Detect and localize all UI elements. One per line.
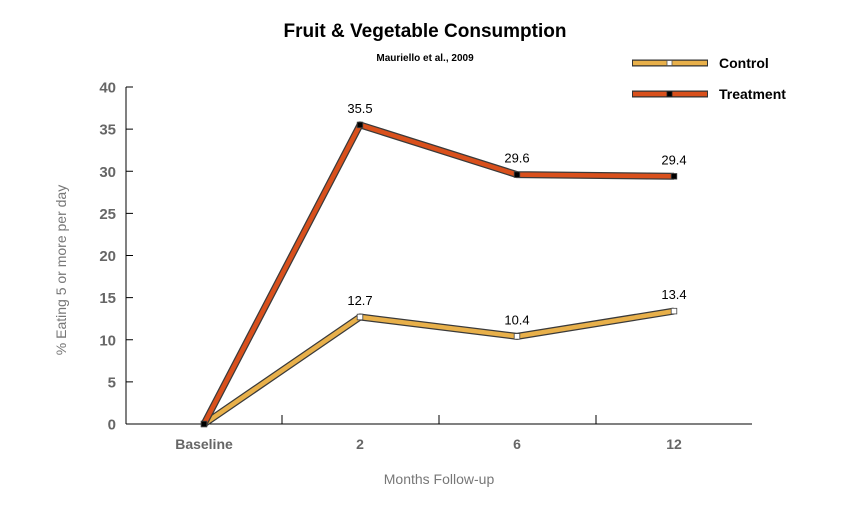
y-tick-label: 15 [99, 290, 116, 307]
data-label-control: 12.7 [347, 293, 372, 308]
data-point-control [670, 307, 678, 315]
legend-label-treatment: Treatment [719, 86, 786, 102]
data-labels: 12.7 10.4 13.4 35.5 29.6 29.4 [347, 101, 686, 327]
y-tick-label: 25 [99, 206, 116, 223]
y-tick-label: 0 [108, 417, 116, 434]
legend-marker-treatment [666, 91, 673, 97]
x-tick-label: 2 [356, 436, 364, 452]
y-tick-label: 30 [99, 164, 116, 181]
x-axis-label: Months Follow-up [384, 471, 495, 487]
series-layer [200, 121, 678, 428]
y-tick-label: 40 [99, 80, 116, 97]
x-tick-labels: Baseline 2 6 12 [175, 436, 682, 452]
data-point-control [513, 333, 521, 340]
legend: Control Treatment [632, 55, 786, 102]
legend-item-treatment: Treatment [632, 86, 786, 102]
x-tick-label: 12 [666, 436, 682, 452]
y-tick-labels: 0 5 10 15 20 25 30 35 40 [99, 80, 116, 434]
data-point-control [356, 313, 364, 321]
data-label-treatment: 29.6 [504, 151, 529, 166]
data-label-treatment: 29.4 [661, 152, 686, 167]
y-tick-label: 35 [99, 122, 116, 139]
x-tick-label: 6 [513, 436, 521, 452]
chart-subtitle: Mauriello et al., 2009 [376, 53, 474, 64]
data-point-treatment [200, 420, 208, 428]
data-point-treatment [670, 173, 678, 180]
y-tick-label: 10 [99, 332, 116, 349]
series-line-control [202, 308, 675, 426]
series-line-treatment [202, 122, 675, 426]
chart-title: Fruit & Vegetable Consumption [284, 21, 567, 42]
legend-marker-control [666, 60, 673, 66]
data-point-treatment [513, 171, 521, 178]
y-tick-label: 5 [108, 374, 116, 391]
x-tick-label: Baseline [175, 436, 233, 452]
data-label-control: 10.4 [504, 312, 529, 327]
y-tick-label: 20 [99, 248, 116, 265]
y-axis-label: % Eating 5 or more per day [53, 185, 69, 355]
legend-label-control: Control [719, 55, 769, 71]
data-label-treatment: 35.5 [347, 101, 372, 116]
data-point-treatment [356, 121, 364, 129]
legend-item-control: Control [632, 55, 769, 71]
data-label-control: 13.4 [661, 287, 686, 302]
axes [125, 86, 752, 425]
